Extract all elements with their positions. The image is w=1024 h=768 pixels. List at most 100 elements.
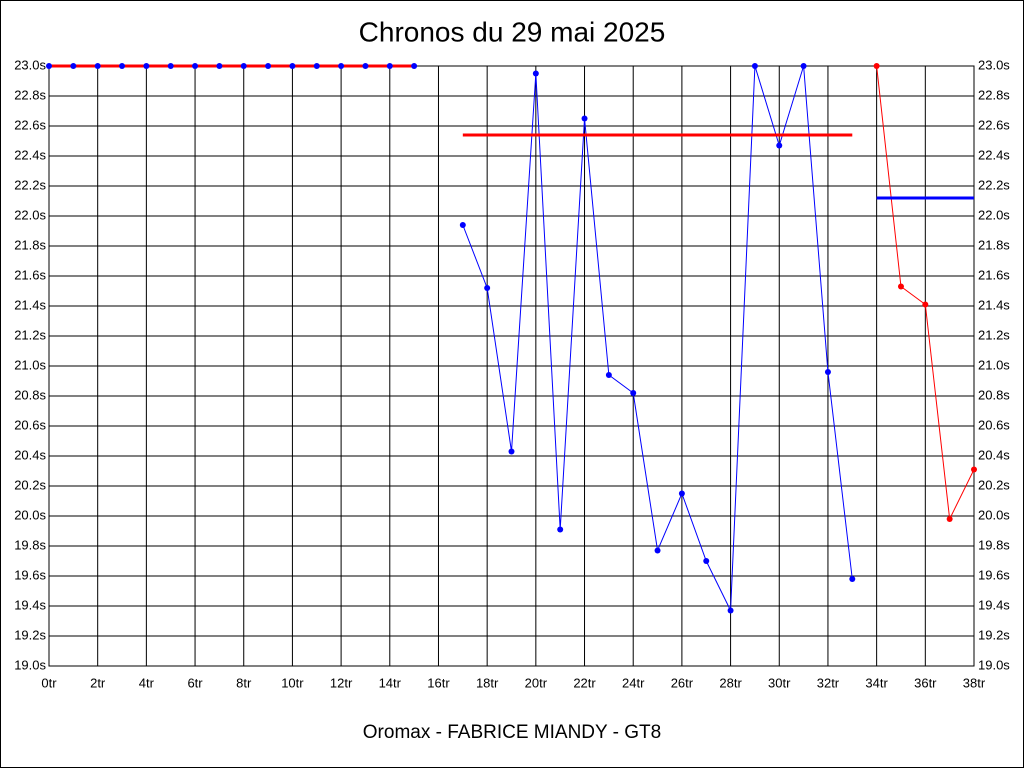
y-tick-label: 20.8s [14,387,46,402]
y2-tick-label: 19.0s [978,657,1010,672]
y2-tick-label: 21.8s [978,237,1010,252]
y2-tick-label: 19.2s [978,627,1010,642]
x-tick-label: 38tr [963,675,986,690]
y-tick-label: 22.2s [14,177,46,192]
point [581,115,588,122]
y-tick-label: 21.0s [14,357,46,372]
point [338,63,345,69]
y2-tick-label: 22.8s [978,87,1010,102]
y2-tick-label: 21.2s [978,327,1010,342]
x-tick-label: 0tr [41,675,57,690]
footer: Oromax - FABRICE MIANDY - GT8 [363,722,661,743]
point [703,558,710,564]
point [459,222,466,228]
y2-tick-label: 19.6s [978,567,1010,582]
y2-tick-label: 21.4s [978,297,1010,312]
point [849,576,856,582]
x-tick-label: 2tr [90,675,106,690]
point [922,301,929,308]
x-tick-label: 18tr [476,675,499,690]
y-tick-label: 22.4s [14,147,46,162]
x-tick-label: 28tr [719,675,742,690]
x-tick-label: 30tr [768,675,791,690]
y2-tick-label: 20.8s [978,387,1010,402]
chart-title: Chronos du 29 mai 2025 [359,16,666,47]
y2-tick-label: 20.0s [978,507,1010,522]
y2-tick-label: 20.6s [978,417,1010,432]
point [94,63,101,69]
y-tick-label: 20.4s [14,447,46,462]
point [654,547,661,554]
y-tick-label: 19.2s [14,627,46,642]
y2-tick-label: 19.8s [978,537,1010,552]
x-tick-label: 12tr [330,675,353,690]
point [873,63,880,69]
x-tick-label: 14tr [379,675,402,690]
y-tick-label: 19.0s [14,657,46,672]
point [240,63,247,69]
y2-tick-label: 22.2s [978,177,1010,192]
y2-tick-label: 20.4s [978,447,1010,462]
point [751,63,758,69]
y2-tick-label: 22.0s [978,207,1010,222]
x-tick-label: 4tr [139,675,155,690]
x-tick-label: 8tr [236,675,252,690]
x-tick-label: 36tr [914,675,937,690]
point [143,63,150,69]
x-tick-label: 32tr [817,675,840,690]
y-tick-label: 20.0s [14,507,46,522]
point [630,390,637,396]
point [897,283,904,290]
point [411,63,418,69]
y-tick-label: 22.8s [14,87,46,102]
y-tick-label: 19.4s [14,597,46,612]
point [265,63,272,69]
point [216,63,223,69]
point [824,369,831,375]
point [289,63,296,69]
y-tick-label: 21.2s [14,327,46,342]
x-tick-label: 10tr [281,675,304,690]
point [678,490,685,497]
y2-tick-label: 20.2s [978,477,1010,492]
x-tick-label: 26tr [671,675,694,690]
point [776,142,783,149]
y2-tick-label: 22.6s [978,117,1010,132]
y2-tick-label: 19.4s [978,597,1010,612]
point [362,63,369,69]
point [605,372,612,378]
x-tick-label: 34tr [865,675,888,690]
point [971,466,977,473]
x-tick-label: 16tr [427,675,450,690]
y-tick-label: 20.6s [14,417,46,432]
point [46,63,52,69]
y2-tick-label: 21.0s [978,357,1010,372]
y-tick-label: 21.8s [14,237,46,252]
point [727,607,734,614]
y-tick-label: 22.0s [14,207,46,222]
point [946,516,953,522]
x-tick-label: 24tr [622,675,645,690]
y-tick-label: 19.6s [14,567,46,582]
point [386,63,393,69]
x-tick-label: 22tr [573,675,596,690]
y-tick-label: 19.8s [14,537,46,552]
y-tick-label: 21.6s [14,267,46,282]
x-tick-label: 20tr [525,675,548,690]
y2-tick-label: 21.6s [978,267,1010,282]
y-tick-label: 22.6s [14,117,46,132]
point [508,448,515,455]
y-tick-label: 20.2s [14,477,46,492]
point [167,63,174,69]
point [313,63,320,69]
y-tick-label: 21.4s [14,297,46,312]
y2-tick-label: 23.0s [978,57,1010,72]
y-tick-label: 23.0s [14,57,46,72]
point [532,70,539,77]
point [119,63,126,69]
point [484,285,491,291]
y2-tick-label: 22.4s [978,147,1010,162]
point [800,63,807,69]
